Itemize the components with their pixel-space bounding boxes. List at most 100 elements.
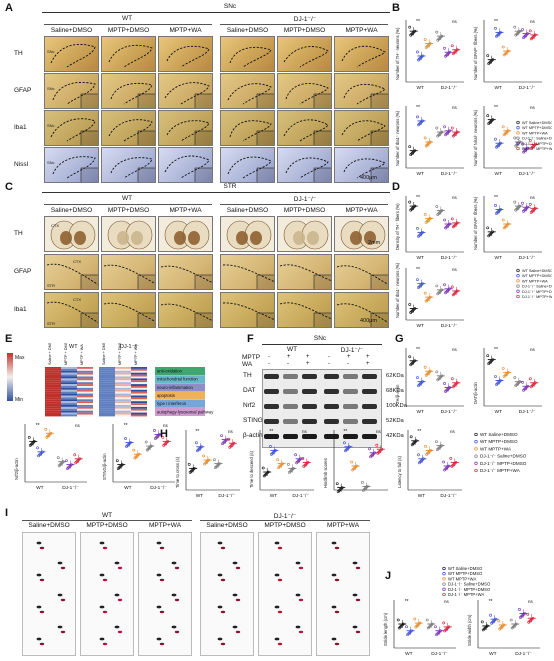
data-point [413, 149, 417, 153]
heatmap-cell [115, 386, 131, 388]
x-group-dj1: DJ-1⁻/⁻ [519, 409, 536, 415]
molecular-weight: 42KDa [386, 433, 404, 439]
column-header: Saline+DMSO [226, 27, 269, 34]
legend-item: WT MPTP+WA [522, 131, 548, 135]
panel-f-wa-label: WA [242, 361, 253, 368]
bar-plot: Number of Nissl⁺ neurons (%) ** ns WT DJ-1⁻/… [473, 105, 542, 177]
blot-band [264, 404, 279, 409]
panel-label-g: G [395, 333, 404, 345]
legend-item: DJ-1⁻/⁻ MPTP+DMSO [480, 461, 527, 466]
hind-paw-print [277, 578, 283, 582]
heatmap-cell [45, 374, 61, 377]
blot-band [264, 419, 279, 424]
hind-paw-print [39, 578, 45, 582]
data-point [355, 464, 359, 468]
data-point [499, 208, 502, 211]
micrograph-tile [158, 36, 213, 72]
significance-ns: ns [452, 195, 458, 200]
x-group-dj1: DJ-1⁻/⁻ [519, 171, 536, 177]
heatmap-cell [77, 389, 93, 392]
heatmap-cell [115, 414, 131, 417]
bar-plot: Number of GFAP⁺ fibers (%) ** ns WT DJ-1⁻/⁻ [473, 19, 542, 91]
ctx-str-boundary [103, 264, 155, 284]
micrograph-tile [101, 110, 156, 146]
data-point [192, 467, 196, 470]
data-point [274, 448, 277, 452]
region-outline [343, 158, 386, 179]
inset-box [137, 274, 155, 289]
column-header: Saline+DMSO [206, 522, 248, 529]
y-axis-label: Time to cross (s) [175, 456, 180, 488]
data-point [513, 25, 517, 29]
data-point [340, 486, 344, 490]
heatmap-cell [45, 410, 61, 413]
panel-a-dj1-rule [220, 24, 388, 25]
heatmap-cell [115, 389, 131, 392]
heatmap-cell [77, 403, 93, 405]
blot-band [283, 389, 298, 394]
front-paw-print [156, 541, 162, 545]
front-paw-print [36, 605, 42, 609]
wa-sign: + [366, 361, 370, 367]
data-point [486, 354, 490, 357]
significance-ns: ns [163, 423, 169, 428]
data-point [409, 435, 413, 439]
heatmap-cell [131, 384, 147, 386]
snc-label: SNc [47, 49, 55, 54]
heatmap-cell [61, 393, 77, 396]
blot-band [324, 389, 339, 394]
micrograph-tile: SNc [44, 73, 99, 109]
heatmap-cell [99, 368, 115, 371]
legend-item: DJ-1⁻/⁻ Saline+DMSO [522, 285, 552, 289]
front-paw-print [114, 561, 120, 565]
region-outline [166, 120, 210, 142]
data-point [44, 427, 48, 431]
heatmap-cell [131, 370, 147, 373]
panel-a-region: SNc [223, 3, 237, 10]
data-point [485, 624, 489, 628]
region-outline [285, 83, 329, 105]
panel-f-mptp-label: MPTP [242, 354, 261, 361]
inset-box [194, 312, 212, 327]
heatmap-cell [45, 414, 61, 417]
legend-marker [474, 461, 478, 465]
region-outline [341, 45, 386, 68]
heatmap-cell [115, 374, 131, 377]
micrograph-tile [158, 254, 213, 290]
data-point [153, 429, 156, 432]
heatmap-cell [131, 367, 147, 369]
panel-label-i: I [5, 507, 9, 519]
micrograph-tile [277, 110, 332, 146]
legend-item: DJ-1⁻/⁻ MPTP+WA [448, 592, 484, 597]
region-outline [50, 43, 96, 68]
legend-marker [442, 566, 446, 571]
heatmap-cell [77, 370, 93, 373]
data-point [232, 441, 236, 445]
panel-c-wt-rule [44, 204, 212, 205]
panel-label-b: B [392, 2, 400, 14]
panel-label-c: C [5, 181, 13, 193]
legend-marker [442, 572, 446, 576]
significance-stars: ** [416, 347, 420, 353]
ctx-str-boundary [279, 264, 331, 282]
legend-item: WT MPTP+WA [522, 279, 548, 283]
front-paw-print [171, 561, 177, 565]
legend-marker [442, 582, 446, 586]
hind-paw-print [334, 642, 340, 646]
front-paw-print [156, 605, 162, 609]
data-point [396, 618, 400, 622]
inset-box [194, 274, 212, 289]
x-group-wt: WT [405, 651, 413, 657]
data-point [455, 381, 459, 385]
footprint-track [200, 532, 254, 656]
bar-plot: Nrf2/β-actin ** ns WT DJ-1⁻/⁻ [14, 423, 87, 491]
micrograph-tile [334, 254, 389, 290]
legend-item: DJ-1⁻/⁻ MPTP+DMSO [522, 290, 552, 294]
legend-item: DJ-1⁻/⁻ MPTP+DMSO [522, 142, 552, 146]
heatmap-cell [77, 399, 93, 402]
significance-stars: ** [36, 423, 40, 429]
data-point [423, 212, 427, 216]
legend-item: WT MPTP+DMSO [522, 274, 552, 278]
data-point [486, 114, 490, 118]
legend-item: DJ-1⁻/⁻ Saline+DMSO [480, 454, 527, 459]
